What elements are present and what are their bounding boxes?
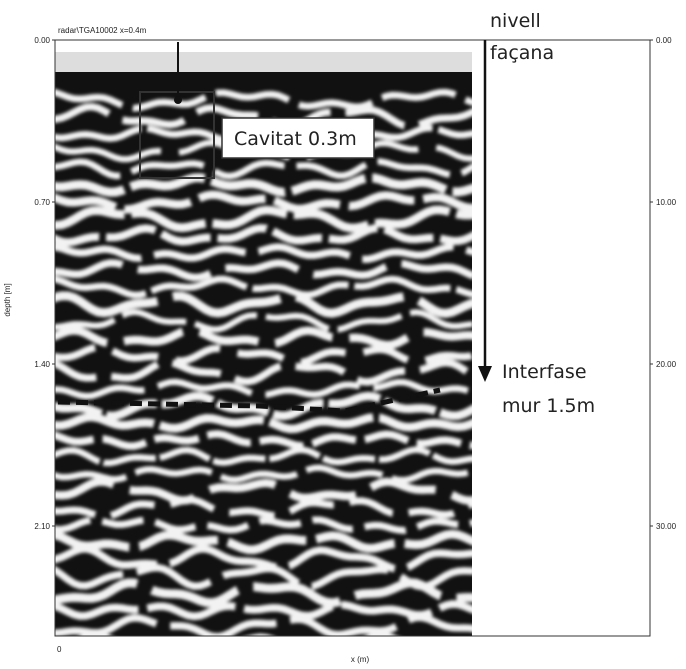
level-arrowhead [478,366,492,382]
y-axis-label: depth [m] [3,283,12,316]
interface-label: mur 1.5m [502,395,595,417]
radar-stripe [50,636,476,651]
x-tick-label: 0 [57,645,62,654]
y2-tick-label: 20.00 [656,360,677,369]
x-axis-label: x (m) [351,655,370,664]
level-label: nivell [490,10,541,32]
figure: radar\TGA10002 x=0.4m depth [m] x (m) 0 … [0,0,686,669]
cavity-label: Cavitat 0.3m [234,128,357,150]
y-tick-label: 0.00 [34,36,50,45]
interface-label: Interfase [502,361,587,383]
cavity-point [174,96,182,104]
y2-tick-label: 10.00 [656,198,677,207]
y2-tick-label: 30.00 [656,522,677,531]
y-tick-label: 2.10 [34,522,50,531]
y-tick-label: 0.70 [34,198,50,207]
profile-title: radar\TGA10002 x=0.4m [58,26,147,35]
level-label: façana [490,42,554,64]
y-tick-label: 1.40 [34,360,50,369]
y2-tick-label: 0.00 [656,36,672,45]
